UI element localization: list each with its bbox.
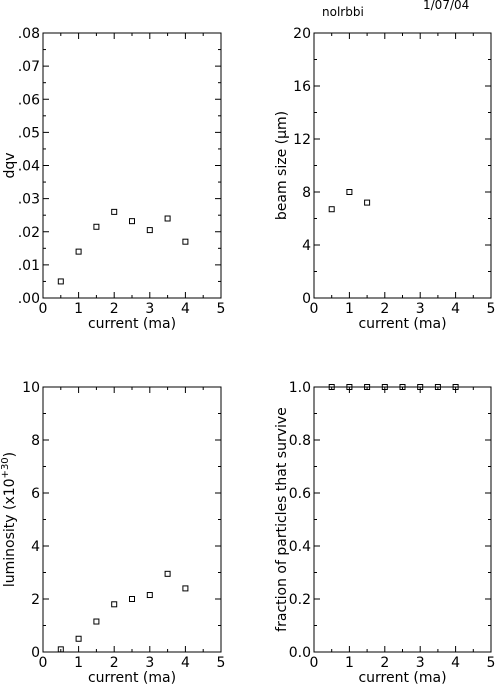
data-point bbox=[57, 278, 64, 285]
data-point bbox=[111, 208, 118, 215]
y-tick-label: .00 bbox=[18, 291, 40, 307]
y-tick-label: 8 bbox=[302, 185, 311, 201]
y-tick-label: .07 bbox=[18, 59, 40, 75]
y-tick-label: 0.6 bbox=[289, 486, 311, 502]
y-tick-label: 0.4 bbox=[289, 539, 311, 555]
y-tick-label: 6 bbox=[31, 486, 40, 502]
x-tick-label: 3 bbox=[416, 655, 425, 671]
y-tick-label: .06 bbox=[18, 92, 40, 108]
data-point bbox=[182, 585, 189, 592]
data-point bbox=[57, 646, 64, 653]
y-tick-label: .02 bbox=[18, 225, 40, 241]
x-tick-label: 3 bbox=[145, 301, 154, 317]
x-tick-label: 2 bbox=[380, 655, 389, 671]
x-axis-label: current (ma) bbox=[88, 316, 176, 332]
x-axis-label: current (ma) bbox=[358, 316, 446, 332]
data-point bbox=[93, 223, 100, 230]
y-tick-label: 20 bbox=[293, 26, 311, 42]
x-tick-label: 0 bbox=[39, 655, 48, 671]
data-point bbox=[364, 384, 371, 390]
data-point bbox=[146, 592, 153, 599]
data-point bbox=[328, 384, 335, 390]
header-date: 1/07/04 bbox=[423, 0, 469, 12]
plot-frame bbox=[42, 32, 222, 299]
header-code: nolrbbi bbox=[322, 5, 364, 19]
data-point bbox=[129, 218, 135, 225]
x-tick-label: 2 bbox=[380, 301, 389, 317]
x-tick-label: 4 bbox=[451, 301, 460, 317]
y-axis-label: luminosity (x10+30) bbox=[0, 452, 18, 587]
data-point bbox=[164, 570, 171, 577]
data-point bbox=[452, 384, 459, 390]
x-tick-label: 1 bbox=[345, 655, 354, 671]
y-tick-label: 0 bbox=[31, 645, 40, 661]
x-axis-label: current (ma) bbox=[88, 670, 176, 686]
data-point bbox=[146, 227, 153, 234]
data-point bbox=[346, 189, 353, 195]
y-tick-label: .01 bbox=[18, 258, 40, 274]
y-tick-label: 0.8 bbox=[289, 433, 311, 449]
data-point bbox=[75, 635, 82, 642]
y-axis-label-close: ) bbox=[2, 452, 18, 457]
y-tick-label: .03 bbox=[18, 192, 40, 208]
x-tick-label: 2 bbox=[110, 655, 119, 671]
data-point bbox=[381, 384, 388, 390]
x-tick-label: 1 bbox=[345, 301, 354, 317]
x-tick-label: 0 bbox=[39, 301, 48, 317]
data-point bbox=[399, 384, 406, 390]
data-point bbox=[164, 215, 171, 222]
x-tick-label: 1 bbox=[74, 655, 83, 671]
y-tick-label: 4 bbox=[302, 238, 311, 254]
x-tick-label: 5 bbox=[217, 655, 226, 671]
plot-frame bbox=[42, 386, 222, 653]
y-tick-label: 4 bbox=[31, 539, 40, 555]
y-axis-label-exponent: +30 bbox=[0, 457, 11, 478]
y-tick-label: 0.2 bbox=[289, 592, 311, 608]
data-point bbox=[129, 596, 135, 602]
data-point bbox=[75, 248, 82, 255]
y-tick-label: 0.0 bbox=[289, 645, 311, 661]
y-tick-label: 10 bbox=[22, 380, 40, 396]
data-point bbox=[346, 384, 353, 390]
x-tick-label: 0 bbox=[310, 655, 319, 671]
y-tick-label: 16 bbox=[293, 79, 311, 95]
x-tick-label: 4 bbox=[181, 655, 190, 671]
x-tick-label: 0 bbox=[310, 301, 319, 317]
x-tick-label: 2 bbox=[110, 301, 119, 317]
y-tick-label: .08 bbox=[18, 26, 40, 42]
data-point bbox=[434, 384, 441, 390]
data-point bbox=[182, 238, 189, 245]
y-tick-label: 2 bbox=[31, 592, 40, 608]
y-axis-label: beam size (μm) bbox=[274, 111, 290, 220]
data-point bbox=[364, 199, 371, 206]
x-tick-label: 5 bbox=[487, 301, 495, 317]
y-tick-label: .05 bbox=[18, 125, 40, 141]
x-tick-label: 3 bbox=[145, 655, 154, 671]
y-tick-label: 1.0 bbox=[289, 380, 311, 396]
data-point bbox=[93, 618, 100, 625]
y-tick-label: 8 bbox=[31, 433, 40, 449]
x-tick-label: 3 bbox=[416, 301, 425, 317]
y-axis-label: dqv bbox=[2, 152, 18, 178]
plot-frame bbox=[313, 32, 492, 299]
y-tick-label: 0 bbox=[302, 291, 311, 307]
x-tick-label: 5 bbox=[487, 655, 495, 671]
x-tick-label: 4 bbox=[451, 655, 460, 671]
y-axis-label: fraction of particles that survive bbox=[274, 407, 290, 632]
x-axis-label: current (ma) bbox=[358, 670, 446, 686]
data-point bbox=[417, 384, 424, 390]
plot-frame bbox=[313, 386, 492, 653]
x-tick-label: 4 bbox=[181, 301, 190, 317]
data-point bbox=[328, 206, 335, 213]
y-tick-label: .04 bbox=[18, 159, 40, 175]
data-point bbox=[111, 601, 118, 608]
x-tick-label: 1 bbox=[74, 301, 83, 317]
y-tick-label: 12 bbox=[293, 132, 311, 148]
x-tick-label: 5 bbox=[217, 301, 226, 317]
